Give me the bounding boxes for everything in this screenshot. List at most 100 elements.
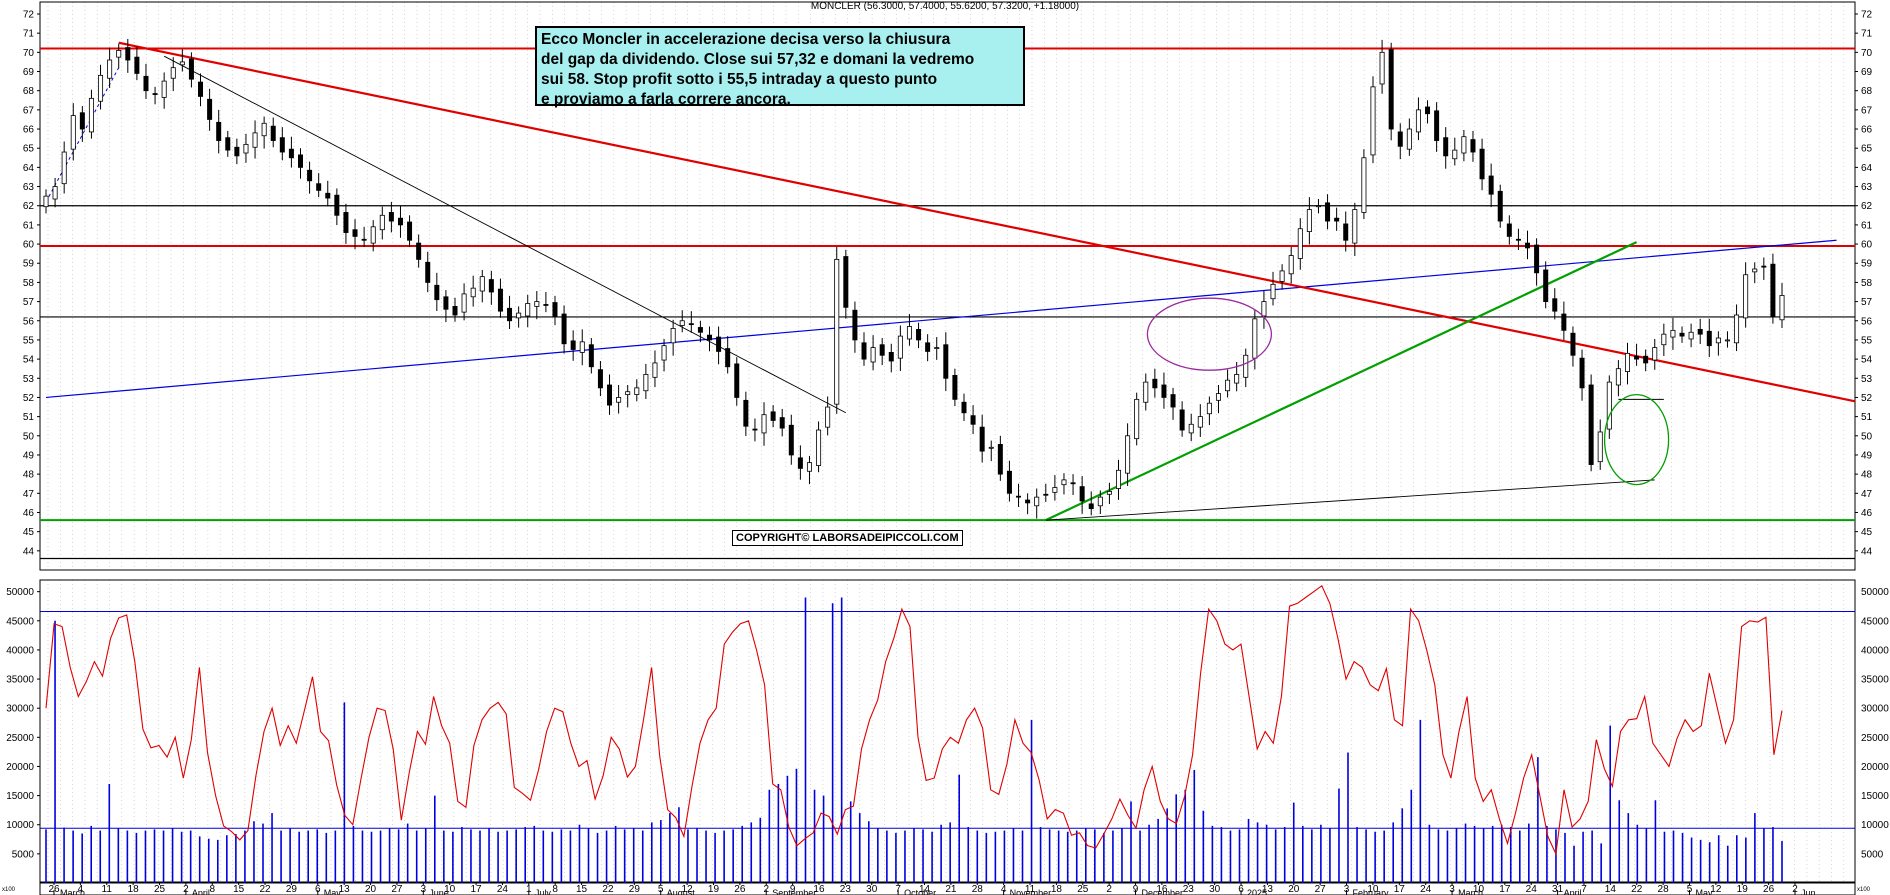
candle-body xyxy=(1688,331,1694,340)
y-tick-label-left: 35000 xyxy=(6,675,34,686)
candle-body xyxy=(1379,51,1385,85)
candle-body xyxy=(1606,381,1612,430)
candle-body xyxy=(534,301,540,307)
candle-body xyxy=(216,121,222,141)
x-day-label: 6 xyxy=(1238,884,1244,895)
x-day-label: 27 xyxy=(1315,884,1327,895)
y-tick-label-left: 65 xyxy=(23,144,35,155)
candle-body xyxy=(706,334,712,341)
candle-body xyxy=(543,304,549,306)
candle-body xyxy=(1415,109,1421,133)
x-day-label: 26 xyxy=(48,884,60,895)
candle-body xyxy=(1006,470,1012,494)
candle-body xyxy=(1443,137,1449,157)
candle-body xyxy=(325,192,331,199)
candle-body xyxy=(679,320,685,326)
candle-body xyxy=(697,327,703,333)
x-day-label: 17 xyxy=(470,884,482,895)
x-day-label: 3 xyxy=(1449,884,1455,895)
candle-body xyxy=(1243,354,1249,378)
x-day-label: 29 xyxy=(629,884,641,895)
candle-body xyxy=(1297,228,1303,259)
y-tick-label-left: 44 xyxy=(23,546,35,557)
candle-body xyxy=(552,302,558,318)
candle-body xyxy=(343,212,349,233)
candle-body xyxy=(688,323,694,326)
candle-body xyxy=(1506,223,1512,237)
trendlines xyxy=(45,41,1856,522)
x-day-label: 14 xyxy=(919,884,931,895)
candle-body xyxy=(906,326,912,340)
y-tick-label-right: 67 xyxy=(1861,105,1873,116)
x-day-label: 11 xyxy=(1025,884,1036,895)
oscillator-line xyxy=(45,584,1783,856)
y-tick-label-left: 47 xyxy=(23,489,35,500)
candle-body xyxy=(1406,128,1412,150)
x-day-label: 30 xyxy=(1209,884,1221,895)
candle-body xyxy=(970,415,976,425)
candle-body xyxy=(1197,416,1203,428)
x-day-label: 22 xyxy=(602,884,614,895)
candle-body xyxy=(597,369,603,389)
candle-body xyxy=(652,362,658,378)
candle-body xyxy=(1052,487,1058,493)
x-day-label: 23 xyxy=(1183,884,1195,895)
candle-body xyxy=(252,132,258,148)
x-month-label: June xyxy=(429,888,449,895)
note-line: del gap da dividendo. Close sui 57,32 e … xyxy=(541,51,975,68)
candle-body xyxy=(516,312,522,319)
candle-body xyxy=(1125,435,1131,474)
candle-body xyxy=(579,341,585,353)
candle-body xyxy=(1761,265,1767,268)
candle-body xyxy=(870,347,876,363)
candle-body xyxy=(979,426,985,452)
candle-body xyxy=(1697,328,1703,335)
x-day-label: 16 xyxy=(813,884,825,895)
candle-body xyxy=(806,462,812,472)
candle-body xyxy=(52,186,58,200)
y-tick-label-right: 40000 xyxy=(1861,645,1889,656)
y-tick-label-right: 10000 xyxy=(1861,820,1889,831)
x-day-label: 16 xyxy=(1156,884,1168,895)
candle-body xyxy=(1152,378,1158,389)
candle-body xyxy=(1161,384,1167,398)
candle-body xyxy=(1097,496,1103,507)
candle-body xyxy=(1543,269,1549,302)
candle-body xyxy=(297,154,303,168)
candle-body xyxy=(1770,263,1776,318)
x-day-label: 28 xyxy=(1658,884,1670,895)
y-tick-label-right: 50000 xyxy=(1861,587,1889,598)
candle-body xyxy=(1016,495,1022,498)
candle-body xyxy=(1779,295,1785,321)
candle-body xyxy=(1225,379,1231,392)
x-day-label: 7 xyxy=(895,884,901,895)
y-tick-label-right: 68 xyxy=(1861,86,1873,97)
x-day-label: 28 xyxy=(972,884,984,895)
y-tick-label-left: 59 xyxy=(23,259,35,270)
y-tick-label-left: 15000 xyxy=(6,791,34,802)
candle-body xyxy=(1643,355,1649,364)
y-tick-label-left: 45000 xyxy=(6,616,34,627)
x-day-label: 2 xyxy=(763,884,769,895)
candle-body xyxy=(634,387,640,395)
x-month-label: July xyxy=(535,888,552,895)
volume-scale-label: x100 xyxy=(2,887,16,893)
x-day-label: 4 xyxy=(78,884,84,895)
candle-body xyxy=(1343,223,1349,241)
candle-body xyxy=(1034,496,1040,507)
x-day-label: 2 xyxy=(183,884,189,895)
x-month-label: October xyxy=(904,888,936,895)
candle-body xyxy=(98,74,104,102)
x-day-label: 3 xyxy=(421,884,427,895)
candle-body xyxy=(452,305,458,316)
y-tick-label-right: 52 xyxy=(1861,393,1873,404)
y-tick-label-right: 55 xyxy=(1861,335,1873,346)
x-month-label: March xyxy=(60,888,85,895)
candle-body xyxy=(1552,298,1558,312)
x-day-label: 1 xyxy=(526,884,532,895)
y-tick-label-left: 50000 xyxy=(6,587,34,598)
chart-frames xyxy=(39,1,1856,895)
trendline-dashed xyxy=(45,67,120,203)
candle-body xyxy=(479,276,485,292)
